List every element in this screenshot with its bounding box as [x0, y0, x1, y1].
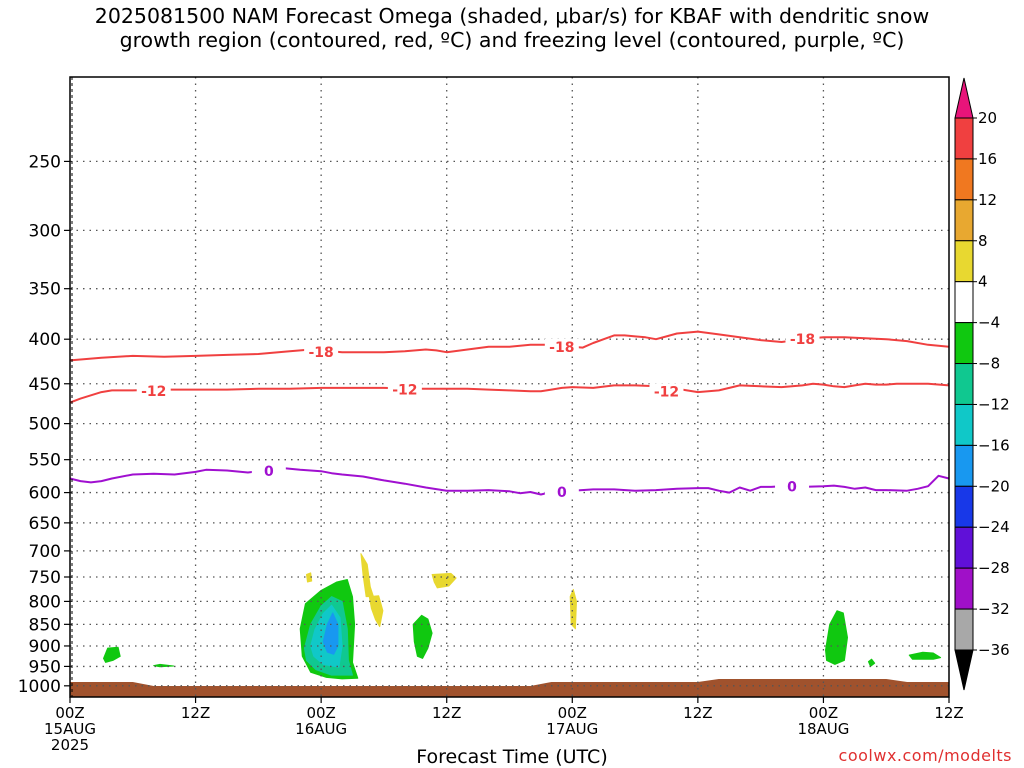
contour-label-bg — [544, 483, 579, 500]
y-tick-label-800: 800 — [29, 592, 61, 612]
colorbar-bin-4 — [954, 240, 974, 283]
colorbar-bin-6 — [954, 322, 974, 365]
x-tick-label-5: 12Z — [683, 704, 712, 722]
x-tick-date-6: 18AUG — [797, 720, 849, 738]
contour-label-2-0: 0 — [264, 464, 274, 480]
y-tick-label-900: 900 — [29, 637, 61, 657]
x-axis-title: Forecast Time (UTC) — [416, 746, 608, 768]
y-tick-label-350: 350 — [29, 280, 61, 300]
colorbar-label-7: −12 — [978, 395, 1010, 413]
omega-shade-6 — [103, 646, 121, 663]
chart-title: 2025081500 NAM Forecast Omega (shaded, μ… — [0, 4, 1024, 52]
x-tick-date-4: 17AUG — [546, 720, 598, 738]
y-tick-label-550: 550 — [29, 451, 61, 471]
contour-label-0-2: -18 — [790, 332, 815, 348]
y-tick-label-950: 950 — [29, 657, 61, 677]
colorbar-bin-10 — [954, 485, 974, 528]
colorbar-label-11: −28 — [978, 559, 1010, 577]
omega-shade-13 — [306, 572, 313, 583]
colorbar-label-5: −4 — [978, 314, 1000, 332]
x-tick-label-4: 00Z — [558, 704, 587, 722]
colorbar-label-13: −36 — [978, 641, 1010, 659]
colorbar-label-1: 16 — [978, 150, 997, 168]
x-tick-label-1: 12Z — [181, 704, 210, 722]
contour-label-0-0: -18 — [308, 345, 333, 361]
y-tick-label-450: 450 — [29, 375, 61, 395]
y-tick-label-650: 650 — [29, 514, 61, 534]
x-tick-label-6: 00Z — [809, 704, 838, 722]
chart-title-line-2: growth region (contoured, red, ºC) and f… — [119, 28, 905, 52]
y-tick-label-1000: 1000 — [18, 677, 61, 697]
colorbar-bin-3 — [954, 199, 974, 242]
contour-label-bg — [251, 462, 286, 479]
x-tick-label-7: 12Z — [934, 704, 963, 722]
x-tick-date-2: 16AUG — [295, 720, 347, 738]
y-tick-label-850: 850 — [29, 615, 61, 635]
contour-label-2-1: 0 — [557, 485, 567, 501]
contour-label-1-1: -12 — [392, 382, 417, 398]
ground-surface — [70, 679, 949, 697]
y-tick-label-600: 600 — [29, 484, 61, 504]
x-tick-label-3: 12Z — [432, 704, 461, 722]
omega-shade-4 — [322, 612, 339, 655]
colorbar-label-4: 4 — [978, 273, 988, 291]
omega-shade-10 — [908, 651, 942, 660]
contour-label-2-2: 0 — [787, 480, 797, 496]
y-tick-label-250: 250 — [29, 152, 61, 172]
y-tick-label-700: 700 — [29, 542, 61, 562]
colorbar-label-12: −32 — [978, 600, 1010, 618]
plot-frame — [69, 76, 950, 698]
contour--12-line — [69, 382, 950, 404]
y-tick-label-500: 500 — [29, 415, 61, 435]
colorbar-bin-2 — [954, 158, 974, 201]
x-tick-date-0: 15AUG — [44, 720, 96, 738]
contour-label-bg — [785, 330, 820, 347]
y-tick-label-400: 400 — [29, 330, 61, 350]
x-tick-year-0: 2025 — [51, 736, 89, 754]
chart-title-line-1: 2025081500 NAM Forecast Omega (shaded, μ… — [94, 4, 930, 28]
colorbar-bin-11 — [954, 526, 974, 569]
contour-label-bg — [544, 338, 579, 355]
omega-shade-12 — [368, 595, 384, 628]
x-tick-label-2: 00Z — [306, 704, 335, 722]
contour-label-bg — [775, 478, 810, 495]
colorbar-top-arrow — [954, 77, 974, 119]
contour-label-1-2: -12 — [654, 385, 679, 401]
contour-label-bg — [649, 383, 684, 400]
colorbar-bin-9 — [954, 444, 974, 487]
contour-label-bg — [304, 343, 339, 360]
y-tick-label-300: 300 — [29, 221, 61, 241]
colorbar-label-3: 8 — [978, 232, 988, 250]
omega-shade-14 — [431, 572, 457, 589]
contour-label-bg — [136, 382, 171, 399]
plot-area — [70, 77, 949, 697]
colorbar-bin-13 — [954, 608, 974, 651]
contour-label-1-0: -12 — [141, 384, 166, 400]
colorbar-bin-7 — [954, 363, 974, 405]
colorbar-bin-1 — [954, 117, 974, 160]
omega-shade-9 — [867, 658, 876, 667]
colorbar-bin-12 — [954, 567, 974, 610]
y-tick-label-750: 750 — [29, 568, 61, 588]
colorbar-label-8: −16 — [978, 436, 1010, 454]
colorbar-bin-8 — [954, 403, 974, 446]
colorbar-bottom-arrow — [954, 649, 974, 691]
credit-link[interactable]: coolwx.com/modelts — [838, 746, 1012, 765]
contour-label-bg — [387, 380, 422, 397]
colorbar-label-0: 20 — [978, 109, 997, 127]
colorbar-label-9: −20 — [978, 477, 1010, 495]
contour-label-0-1: -18 — [549, 340, 574, 356]
x-tick-label-0: 00Z — [55, 704, 84, 722]
colorbar-label-6: −8 — [978, 355, 1000, 373]
colorbar-label-10: −24 — [978, 518, 1010, 536]
colorbar-label-2: 12 — [978, 191, 997, 209]
colorbar-bin-5 — [954, 281, 974, 324]
